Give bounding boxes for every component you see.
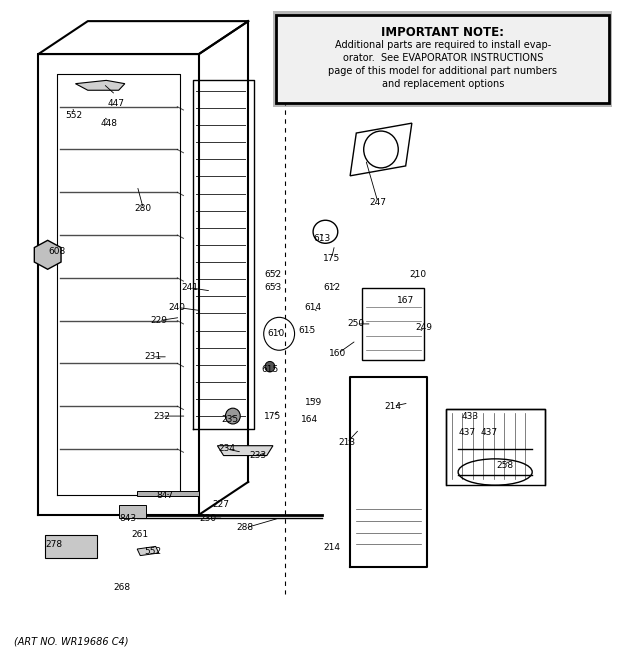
Text: 175: 175 — [323, 254, 340, 262]
Text: 213: 213 — [339, 438, 356, 447]
Text: 610: 610 — [267, 329, 285, 338]
Text: 159: 159 — [304, 399, 322, 407]
Text: 437: 437 — [480, 428, 498, 437]
Text: 847: 847 — [156, 490, 174, 500]
Text: 447: 447 — [107, 99, 124, 108]
Text: 552: 552 — [66, 111, 83, 120]
Text: 214: 214 — [323, 543, 340, 552]
Text: 608: 608 — [48, 247, 66, 256]
Text: 615: 615 — [261, 366, 278, 375]
Text: 843: 843 — [120, 514, 136, 523]
Text: 268: 268 — [113, 583, 130, 592]
Text: 437: 437 — [459, 428, 476, 437]
Text: 230: 230 — [200, 514, 217, 523]
Text: 235: 235 — [221, 415, 238, 424]
Text: 288: 288 — [237, 524, 254, 533]
Text: 229: 229 — [150, 316, 167, 325]
Circle shape — [265, 362, 275, 372]
Polygon shape — [45, 535, 97, 558]
Polygon shape — [34, 241, 61, 269]
Text: 240: 240 — [169, 303, 186, 312]
Text: 280: 280 — [135, 204, 152, 214]
Text: Additional parts are required to install evap-
orator.  See EVAPORATOR INSTRUCTI: Additional parts are required to install… — [328, 40, 557, 89]
Text: 233: 233 — [249, 451, 266, 460]
Text: 448: 448 — [101, 119, 118, 128]
Polygon shape — [218, 446, 273, 455]
Text: 214: 214 — [385, 402, 402, 410]
Text: 278: 278 — [45, 540, 63, 549]
Text: 652: 652 — [264, 270, 281, 279]
Text: 164: 164 — [301, 415, 319, 424]
Text: 612: 612 — [323, 283, 340, 292]
Text: 227: 227 — [212, 500, 229, 510]
Text: 247: 247 — [370, 198, 386, 207]
Text: 234: 234 — [218, 444, 235, 453]
Text: 232: 232 — [153, 412, 170, 420]
FancyBboxPatch shape — [276, 15, 609, 103]
Text: 250: 250 — [348, 319, 365, 329]
Text: 210: 210 — [409, 270, 427, 279]
Text: 249: 249 — [415, 323, 433, 332]
Text: 258: 258 — [496, 461, 513, 470]
Text: 613: 613 — [314, 234, 331, 243]
Text: 552: 552 — [144, 547, 161, 555]
Polygon shape — [137, 547, 159, 556]
Text: 175: 175 — [264, 412, 281, 420]
Text: 615: 615 — [298, 326, 316, 335]
Polygon shape — [137, 491, 199, 496]
Text: 160: 160 — [329, 349, 347, 358]
Text: 231: 231 — [144, 352, 161, 362]
Polygon shape — [118, 505, 146, 518]
Text: 614: 614 — [304, 303, 322, 312]
FancyBboxPatch shape — [273, 11, 613, 106]
Text: 167: 167 — [397, 296, 414, 305]
Text: 433: 433 — [462, 412, 479, 420]
Text: 653: 653 — [264, 283, 281, 292]
Text: 241: 241 — [181, 283, 198, 292]
Polygon shape — [76, 81, 125, 91]
Text: IMPORTANT NOTE:: IMPORTANT NOTE: — [381, 26, 504, 40]
Text: (ART NO. WR19686 C4): (ART NO. WR19686 C4) — [14, 637, 128, 646]
Text: 261: 261 — [131, 530, 149, 539]
Circle shape — [226, 408, 241, 424]
